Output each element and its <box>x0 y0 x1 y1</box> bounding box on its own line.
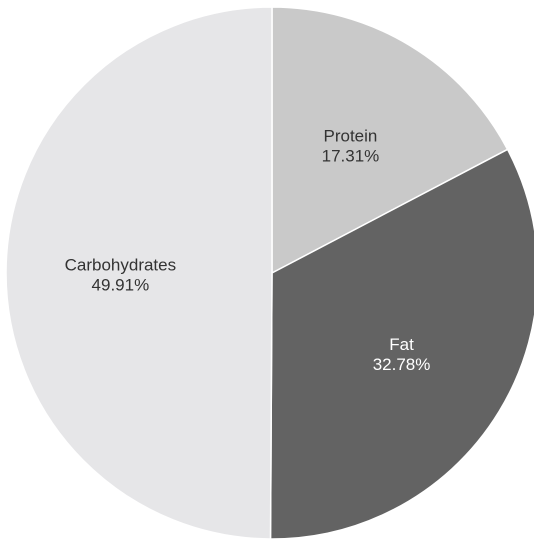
pie-slice-carbohydrates <box>5 6 273 539</box>
slice-label-fat: Fat <box>389 335 414 354</box>
slice-value-fat: 32.78% <box>373 355 431 374</box>
slice-value-carbohydrates: 49.91% <box>92 276 150 295</box>
slice-value-protein: 17.31% <box>322 146 380 165</box>
slice-label-carbohydrates: Carbohydrates <box>65 256 177 275</box>
pie-slices <box>5 6 534 539</box>
pie-slice-fat <box>269 148 534 539</box>
slice-label-protein: Protein <box>324 126 378 145</box>
pie-slice-protein <box>271 6 509 275</box>
